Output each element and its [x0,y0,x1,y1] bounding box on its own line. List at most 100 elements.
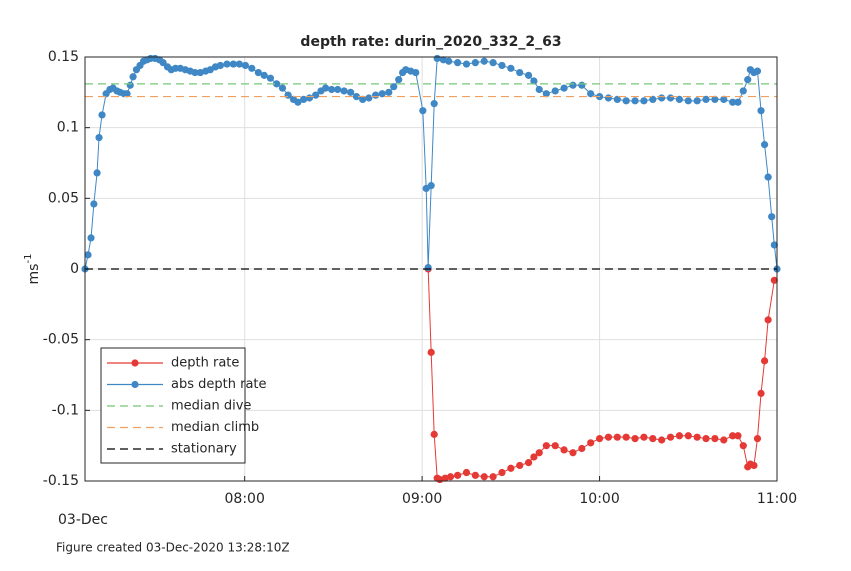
data-point [569,81,577,89]
data-point [126,81,134,89]
data-point [666,94,675,102]
data-point [711,435,719,443]
data-point [516,461,524,470]
data-point [489,473,497,481]
data-point [587,439,595,447]
legend: depth rate abs depth rate median dive media… [100,347,267,464]
data-point [266,74,275,82]
data-point [235,60,243,68]
data-point [734,98,742,106]
data-point [365,94,373,102]
data-point [359,95,367,103]
data-point [427,348,435,356]
data-point [764,316,772,324]
data-point [454,471,462,479]
data-point [241,61,250,70]
data-point [84,251,92,259]
data-point [764,173,772,181]
data-point [372,91,380,99]
data-point [446,473,455,481]
data-point [631,97,639,105]
legend-label: median climb [171,420,259,435]
x-tick-label: 10:00 [579,491,619,507]
data-point [750,461,758,470]
plot-frame [84,56,778,482]
data-point [278,84,287,92]
y-label-unit: ms [26,264,42,285]
data-point [334,85,342,94]
data-point [729,432,737,440]
data-point [419,107,427,115]
data-point [604,94,613,102]
data-point [489,59,497,67]
data-point [693,433,701,441]
data-point [90,200,98,208]
data-point [248,64,256,72]
data-point [569,449,577,457]
data-point [675,95,684,103]
data-point [430,100,438,108]
legend-label: median dive [171,399,251,414]
data-point [702,95,710,103]
data-point [720,95,728,103]
data-point [702,435,710,443]
data-point [352,92,361,101]
data-point [412,68,420,77]
data-point [87,234,95,242]
data-point [216,61,224,70]
data-point [739,442,747,450]
data-point [378,90,386,98]
data-point [385,88,393,96]
x-tick-label: 09:00 [402,491,442,507]
y-tick-label: 0 [70,261,79,277]
footer: Figure created 03-Dec-2020 13:28:10Z [56,541,290,555]
y-label-sup: -1 [23,254,34,264]
data-point [734,432,742,440]
data-point [542,90,550,98]
data-point [300,95,308,103]
data-point [739,87,747,95]
data-point [613,433,621,441]
data-point [347,88,355,96]
data-point [770,241,778,249]
data-point [666,433,675,441]
data-point [535,449,543,457]
data-point [757,389,765,397]
data-point [322,84,330,92]
data-point [551,87,559,95]
data-point [658,94,666,102]
data-point [729,98,737,106]
series-line [84,57,778,270]
data-point [424,263,432,272]
data-point [480,57,488,65]
data-point [640,433,648,441]
data-point [604,433,613,441]
data-point [649,95,657,103]
data-point [462,60,471,68]
y-tick-label: 0.1 [57,120,79,136]
data-point [757,107,765,115]
y-tick-label: -0.15 [43,473,79,489]
data-point [507,464,515,472]
data-point [744,76,752,84]
data-point [658,436,666,444]
data-point [390,83,398,91]
data-point [684,97,692,105]
data-point [395,76,403,84]
y-tick-label: -0.1 [52,402,79,418]
legend-label: stationary [171,442,237,457]
y-tick-label: -0.05 [43,332,79,348]
data-point [649,435,657,443]
legend-marker [131,380,139,389]
chart-title: depth rate: durin_2020_332_2_63 [300,34,561,50]
data-point [768,213,776,221]
y-tick-label: 0.05 [48,190,79,206]
data-point [273,80,281,88]
data-point [530,453,538,461]
data-point [770,276,778,284]
data-point [340,87,348,95]
y-axis-label: ms-1 [23,254,42,285]
data-point [631,435,639,443]
